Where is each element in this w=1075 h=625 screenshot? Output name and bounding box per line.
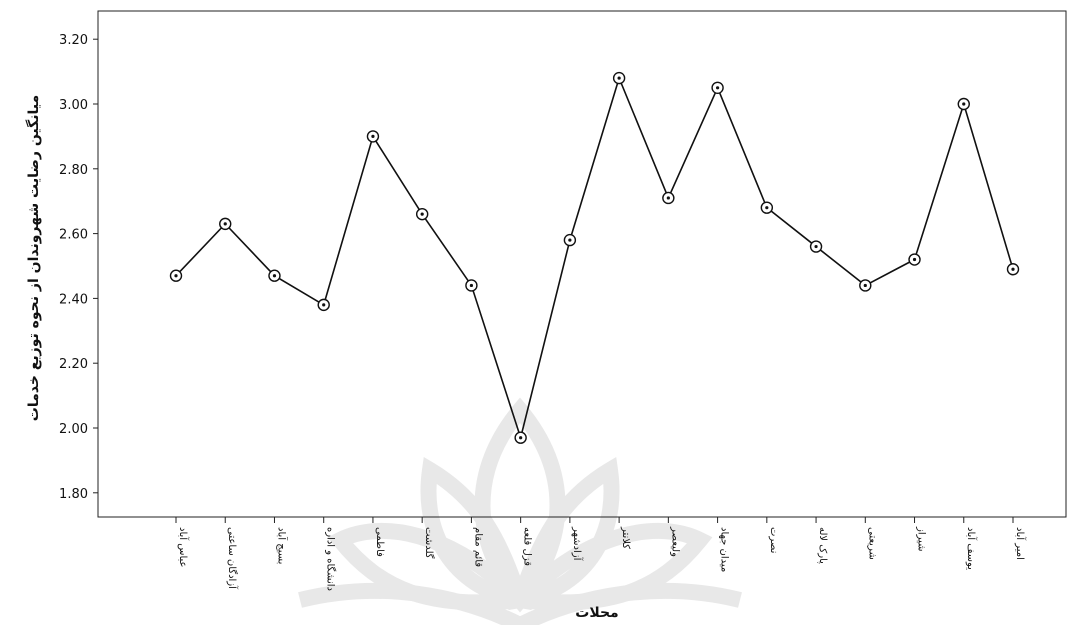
x-category-label: ولیعصر [669,526,680,557]
data-point [514,431,527,444]
data-point [711,81,724,95]
x-category-label: بسیج آباد [275,527,288,564]
series-line [169,71,1020,444]
y-tick-label: 2.60 [59,228,88,243]
data-point [809,240,823,253]
y-tick-label: 2.40 [59,292,88,307]
y-tick-label: 3.00 [59,98,88,113]
x-category-label: کلانتر [620,526,631,549]
data-point [1006,263,1020,276]
x-category-label: یوسف آباد [965,527,978,570]
y-tick-label: 2.00 [59,422,88,437]
data-point [169,269,183,282]
x-category-label: شریعتی [866,527,877,560]
y-axis-title: میانگین رضایت شهروندان از نحوه توزیع خدم… [25,95,42,421]
data-point [415,207,429,221]
x-category-label: گلدشت [423,527,435,559]
y-tick-label: 2.20 [59,357,88,372]
data-point [908,253,921,266]
x-category-label: آزادگان ساعتی [226,527,239,590]
x-axis-title: محلات [575,605,618,621]
x-axis: عباس آباد آزادگان ساعتی بسیج آباد دانشگاه و… [175,517,1027,591]
y-tick-label: 2.80 [59,163,88,178]
data-point [760,201,774,214]
data-point [957,97,970,111]
x-category-label: نصرت [768,527,779,553]
x-category-label: عباس آباد [177,527,190,567]
data-point [366,130,380,143]
plot-frame [97,10,1067,518]
data-point [563,233,577,247]
x-category-label: شیراز [916,526,927,552]
data-point [219,217,232,231]
x-category-label: قزل قلعه [522,527,533,566]
x-category-label: دانشگاه و اداره [325,527,337,591]
y-tick-label: 3.20 [59,33,88,48]
x-category-label: قائم مقام [472,527,483,567]
data-point [268,269,281,282]
data-point [662,191,675,205]
data-point [612,71,626,85]
data-point [317,298,330,312]
x-category-label: امیر آباد [1014,527,1027,560]
x-category-label: میدان جهاد [719,527,730,572]
y-tick-label: 1.80 [59,487,88,502]
series-path [175,75,1014,441]
watermark-logo [298,397,742,625]
x-category-label: پارک لاله [817,527,828,564]
data-point [465,279,478,292]
x-category-label: آزادشهر [571,526,584,562]
data-point [859,279,872,292]
x-category-label: فاطمی [374,527,385,557]
y-axis: 1.80 2.00 2.20 2.40 2.60 2.80 3.00 3.20 [59,33,98,502]
